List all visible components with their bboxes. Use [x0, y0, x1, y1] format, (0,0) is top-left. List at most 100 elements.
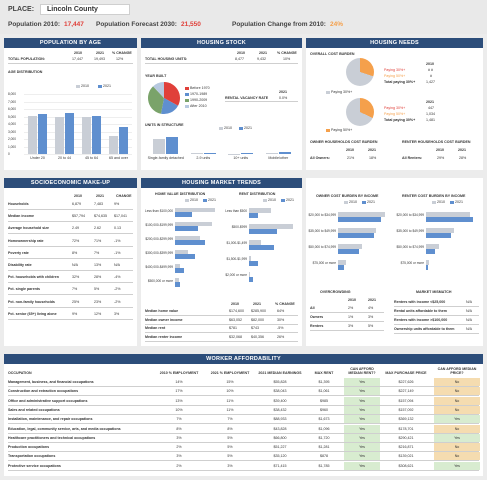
table-cell: Median owner income — [145, 317, 183, 322]
table-cell: 5% — [227, 454, 233, 459]
bar-2021 — [241, 153, 253, 154]
socioeconomic-panel: SOCIOECONOMIC MAKE-UP 2010 2021 CHANGE H… — [4, 178, 137, 346]
table-cell: Healthcare practitioners and technical o… — [8, 435, 96, 440]
place-label: PLACE: — [8, 6, 35, 13]
table-cell: $369,132 — [398, 417, 414, 422]
bar-2021 — [203, 152, 216, 154]
table-cell: 2% — [176, 445, 182, 450]
table-cell: 23% — [94, 299, 102, 304]
renter-legend-2021: 2021 — [450, 200, 463, 204]
row-divider — [8, 432, 479, 433]
owner-burden-label: OWNER HOUSEHOLDS COST BURDEN — [310, 140, 378, 144]
table-cell: $1,061 — [318, 389, 330, 394]
bar-2021 — [426, 249, 436, 254]
row-divider — [8, 306, 133, 308]
category-label: 45 to 64 — [85, 156, 98, 160]
table-cell: $308,621 — [398, 463, 414, 468]
table-cell: Median income — [8, 214, 34, 219]
table-cell: 11% — [226, 407, 234, 412]
place-select[interactable]: Lincoln County — [40, 4, 130, 15]
category-label: Under 20 — [30, 156, 45, 160]
bar-2010 — [249, 272, 251, 277]
table-cell: 2.62 — [94, 226, 101, 231]
col-2021: 2021 — [253, 302, 261, 306]
col-change: % CHANGE — [277, 51, 297, 55]
table-cell: 14% — [175, 380, 183, 384]
table-cell: 13% — [175, 398, 183, 403]
bar-2010 — [338, 244, 362, 249]
bar-2021 — [175, 212, 192, 217]
hv-legend-2010: 2010 — [185, 198, 198, 202]
table-cell: $39,400 — [273, 398, 287, 403]
age-distribution-chart: 8,000 7,000 6,000 5,000 4,000 3,000 2,000 1,000… — [4, 90, 137, 168]
paying-50-value: # — [430, 74, 432, 78]
row-divider — [145, 315, 298, 316]
col-2010: 2010 — [231, 302, 239, 306]
table-cell: $17,041 — [114, 214, 127, 219]
row-divider — [8, 270, 133, 271]
total-30-label: Total paying 30%+ — [384, 80, 416, 84]
all-owners-2021: 18% — [369, 156, 377, 160]
category-label: $500,000 or more — [147, 279, 173, 283]
bar-2010 — [338, 260, 346, 265]
year-2010-heading: 2010 — [426, 62, 434, 66]
table-cell: 5% — [227, 435, 233, 440]
col-2010: 2010 — [74, 51, 82, 55]
col-2010: 2010 — [74, 194, 82, 198]
age-distribution-label: AGE DISTRIBUTION — [8, 70, 43, 74]
year-built-label: YEAR BUILT — [145, 74, 167, 78]
bar-2021 — [426, 217, 474, 222]
table-cell: Ownership units affordable to them — [394, 327, 455, 331]
cost-burden-by-income-panel: OWNER COST BURDEN BY INCOME RENTER COST … — [306, 178, 483, 346]
category-label: $500-$999 — [231, 225, 247, 229]
table-cell: Poverty rate — [8, 250, 29, 255]
category-label: $200,000-$299,999 — [145, 237, 173, 241]
bar-2010 — [249, 224, 293, 229]
table-cell: 8% — [176, 426, 182, 431]
axis-tick-label: 5,000 — [8, 114, 16, 119]
bar-2010 — [426, 244, 439, 249]
table-cell: $40,356 — [251, 334, 264, 339]
paying-30-label: Paying 30%+ — [384, 68, 406, 72]
table-cell: Yes — [344, 387, 380, 396]
table-cell: No — [434, 396, 480, 405]
bar-2021 — [175, 282, 181, 287]
panel-title: HOUSING STOCK — [141, 38, 302, 48]
table-cell: Yes — [344, 433, 380, 442]
gridline — [24, 146, 132, 147]
pie-slice — [161, 98, 179, 114]
table-cell: 10% — [226, 389, 234, 394]
panel-title: HOUSING NEEDS — [306, 38, 483, 48]
bar-2010 — [426, 212, 471, 217]
table-cell: 10% — [175, 407, 183, 412]
category-label: $75,000 or more — [312, 261, 336, 265]
bar-2021 — [118, 127, 128, 154]
bar-2010 — [175, 278, 179, 283]
column-header: CAN AFFORD MEDIAN PRICE? — [437, 367, 477, 375]
table-cell: Yes — [344, 461, 380, 470]
panel-title: WORKER AFFORDABILITY — [4, 354, 483, 364]
legend-entry: 1970-1989 — [185, 92, 207, 96]
table-cell: Median home value — [145, 309, 179, 313]
row-divider — [8, 423, 479, 424]
table-cell: $174,600 — [229, 309, 244, 313]
table-cell: $227,626 — [398, 380, 414, 384]
pie-legend-30: Paying 30%+ — [326, 90, 352, 94]
table-cell: No — [434, 378, 480, 386]
population-2010-label: Population 2010: — [8, 21, 61, 28]
legend-entry: 1990-2009 — [185, 98, 207, 102]
table-cell: Owners — [310, 315, 324, 319]
table-cell: N/A — [466, 300, 472, 304]
row-divider — [145, 340, 298, 341]
table-cell: Protective service occupations — [8, 463, 61, 468]
table-cell: 5% — [94, 287, 100, 292]
gridline — [24, 101, 132, 102]
bar-2021 — [338, 249, 359, 254]
bar-2021 — [91, 115, 101, 154]
row-divider — [310, 321, 384, 322]
table-cell: Management, business, and financial occu… — [8, 380, 94, 384]
paying-50-label-2021: Paying 50%+ — [384, 112, 406, 116]
table-cell: Median renter income — [145, 334, 183, 339]
table-cell: N/A — [466, 327, 472, 331]
table-cell: 15% — [226, 380, 234, 384]
